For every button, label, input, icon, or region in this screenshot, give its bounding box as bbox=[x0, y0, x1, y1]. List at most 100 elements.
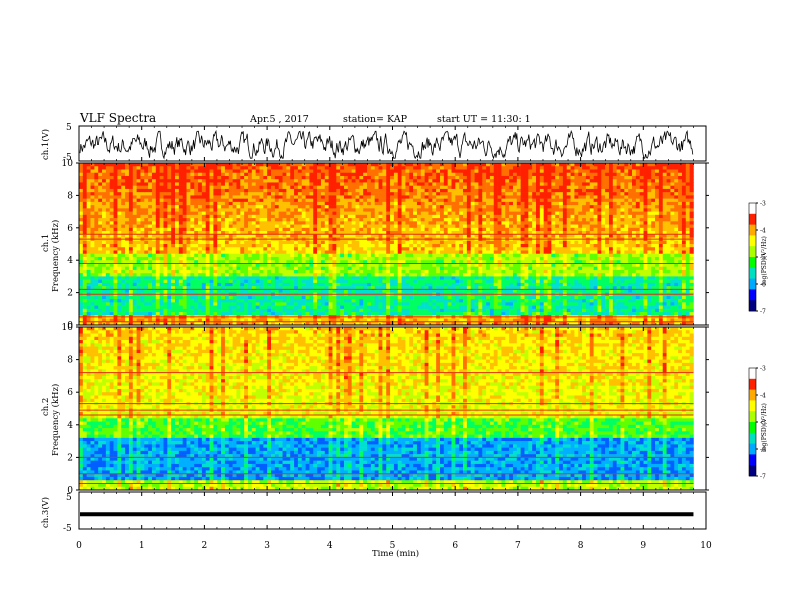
spectrogram-cell bbox=[171, 295, 176, 300]
spectrogram-cell bbox=[290, 260, 295, 264]
spectrogram-cell bbox=[240, 312, 245, 316]
spectrogram-cell bbox=[128, 256, 134, 261]
spectrogram-cell bbox=[351, 308, 356, 313]
spectrogram-cell bbox=[171, 308, 176, 313]
spectrogram-cell bbox=[182, 286, 187, 290]
spectrogram-cell bbox=[343, 169, 349, 174]
spectrogram-cell bbox=[255, 263, 260, 267]
spectrogram-cell bbox=[244, 166, 249, 170]
spectrogram-cell bbox=[109, 188, 114, 193]
spectrogram-cell bbox=[443, 218, 448, 222]
spectrogram-cell bbox=[359, 218, 364, 222]
spectrogram-cell bbox=[428, 256, 433, 261]
spectrogram-cell bbox=[151, 279, 157, 284]
spectrogram-cell bbox=[332, 321, 337, 326]
spectrogram-cell bbox=[117, 273, 122, 277]
spectrogram-cell bbox=[232, 192, 237, 196]
spectrogram-cell bbox=[428, 305, 433, 310]
spectrogram-cell bbox=[336, 269, 341, 274]
spectrogram-cell bbox=[455, 231, 460, 235]
spectrogram-cell bbox=[393, 289, 399, 293]
spectrogram-cell bbox=[98, 299, 103, 303]
spectrogram-cell bbox=[286, 305, 291, 310]
spectrogram-cell bbox=[148, 266, 153, 271]
spectrogram-cell bbox=[290, 218, 295, 222]
spectrogram-cell bbox=[182, 179, 187, 183]
spectrogram-cell bbox=[309, 214, 314, 219]
spectrogram-cell bbox=[109, 172, 114, 177]
spectrogram-cell bbox=[132, 163, 137, 167]
spectrogram-cell bbox=[232, 231, 237, 235]
spectrogram-cell bbox=[251, 308, 256, 313]
spectrogram-cell bbox=[363, 195, 368, 199]
spectrogram-cell bbox=[432, 250, 437, 255]
spectrogram-cell bbox=[309, 318, 314, 323]
spectrogram-cell bbox=[201, 240, 207, 245]
spectrogram-cell bbox=[224, 179, 230, 183]
spectrogram-cell bbox=[355, 253, 360, 258]
spectrogram-cell bbox=[109, 182, 114, 186]
spectrogram-cell bbox=[163, 269, 168, 274]
spectrogram-cell bbox=[201, 295, 207, 300]
spectrogram-cell bbox=[282, 250, 287, 255]
spectrogram-cell bbox=[232, 227, 237, 232]
spectrogram-cell bbox=[313, 269, 318, 274]
spectrogram-cell bbox=[393, 231, 399, 235]
spectrogram-cell bbox=[132, 305, 137, 310]
spectrogram-cell bbox=[336, 198, 341, 203]
spectrogram-cell bbox=[148, 182, 153, 186]
spectrogram-cell bbox=[440, 201, 445, 206]
spectrogram-cell bbox=[393, 182, 399, 186]
spectrogram-cell bbox=[232, 179, 237, 183]
spectrogram-cell bbox=[420, 175, 425, 180]
spectrogram-cell bbox=[144, 218, 149, 222]
spectrogram-cell bbox=[186, 318, 191, 323]
spectrogram-cell bbox=[317, 244, 322, 248]
spectrogram-cell bbox=[420, 234, 425, 238]
spectrogram-cell bbox=[382, 208, 387, 212]
spectrogram-cell bbox=[259, 247, 264, 251]
spectrogram-cell bbox=[102, 175, 107, 180]
spectrogram-cell bbox=[367, 201, 372, 206]
spectrogram-cell bbox=[148, 214, 153, 219]
spectrogram-cell bbox=[155, 312, 160, 316]
spectrogram-cell bbox=[324, 295, 329, 300]
spectrogram-cell bbox=[416, 318, 422, 323]
spectrogram-cell bbox=[294, 169, 299, 174]
spectrogram-cell bbox=[363, 321, 368, 326]
spectrogram-cell bbox=[447, 247, 452, 251]
spectrogram-cell bbox=[378, 188, 383, 193]
spectrogram-cell bbox=[224, 185, 230, 190]
spectrogram-cell bbox=[428, 195, 433, 199]
spectrogram-cell bbox=[117, 312, 122, 316]
spectrogram-cell bbox=[113, 256, 118, 261]
spectrogram-cell bbox=[363, 263, 368, 267]
spectrogram-cell bbox=[259, 175, 264, 180]
spectrogram-cell bbox=[236, 263, 241, 267]
spectrogram-cell bbox=[236, 166, 241, 170]
spectrogram-cell bbox=[397, 179, 402, 183]
spectrogram-cell bbox=[274, 273, 279, 277]
spectrogram-cell bbox=[205, 247, 210, 251]
spectrogram-cell bbox=[121, 269, 126, 274]
spectrogram-cell bbox=[271, 192, 276, 196]
spectrogram-cell bbox=[347, 211, 352, 216]
spectrogram-cell bbox=[267, 312, 272, 316]
spectrogram-cell bbox=[459, 266, 464, 271]
spectrogram-cell bbox=[98, 221, 103, 225]
spectrogram-cell bbox=[167, 244, 172, 248]
spectrogram-cell bbox=[405, 211, 410, 216]
spectrogram-cell bbox=[98, 163, 103, 167]
spectrogram-cell bbox=[209, 205, 214, 209]
spectrogram-cell bbox=[343, 256, 349, 261]
spectrogram-cell bbox=[255, 240, 260, 245]
spectrogram-cell bbox=[259, 295, 264, 300]
spectrogram-cell bbox=[332, 266, 337, 271]
spectrogram-cell bbox=[347, 312, 352, 316]
spectrogram-cell bbox=[213, 321, 218, 326]
spectrogram-cell bbox=[263, 253, 268, 258]
spectrogram-cell bbox=[132, 321, 137, 326]
spectrogram-cell bbox=[459, 263, 464, 267]
spectrogram-cell bbox=[294, 163, 299, 167]
spectrogram-cell bbox=[221, 266, 226, 271]
